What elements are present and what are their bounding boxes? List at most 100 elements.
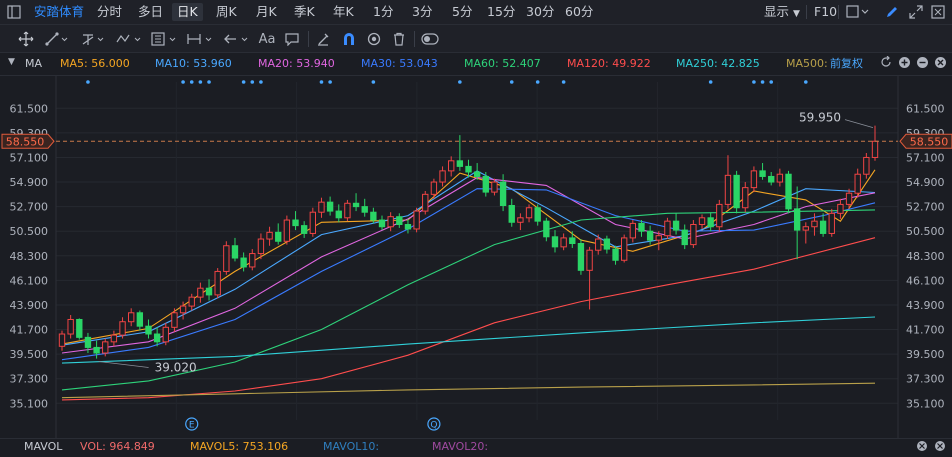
candle-body	[361, 206, 368, 213]
layout-select[interactable]	[845, 4, 871, 20]
eye-icon[interactable]	[365, 30, 383, 48]
volume-close-icon[interactable]	[934, 440, 948, 454]
collapse-icon[interactable]: ▼	[8, 57, 15, 67]
candle-body	[569, 237, 576, 245]
remove-indicator-icon[interactable]	[916, 56, 930, 72]
display-label: 显示	[764, 4, 790, 19]
channel-tool-icon[interactable]	[80, 30, 108, 48]
tab-period-0[interactable]: 分时	[97, 4, 123, 19]
candle-body	[162, 326, 169, 343]
y-tick-label-right: 48.300	[906, 250, 945, 263]
tab-period-6[interactable]: 年K	[333, 4, 354, 19]
trash-icon[interactable]	[390, 30, 408, 48]
candle-body	[119, 321, 126, 336]
f10-button[interactable]: F10	[814, 4, 838, 19]
volume-settings-icon[interactable]	[916, 440, 930, 454]
candle-body	[84, 336, 92, 348]
candle-body	[620, 237, 628, 261]
event-dot	[561, 80, 566, 84]
fullscreen-icon[interactable]	[908, 4, 924, 20]
tab-period-4[interactable]: 月K	[256, 4, 277, 19]
event-dot	[371, 80, 376, 84]
candle-body	[586, 249, 593, 271]
text-tool-icon[interactable]: Aa	[258, 31, 276, 47]
candle-body	[231, 245, 239, 259]
refresh-icon[interactable]	[880, 55, 894, 72]
candle-body	[223, 245, 230, 272]
current-price-tag-left: 58.550	[6, 135, 45, 148]
candle-body	[707, 217, 714, 228]
arrow-tool-icon[interactable]	[222, 30, 252, 48]
candle-body	[646, 230, 654, 241]
event-dot	[769, 80, 774, 84]
y-tick-label-right: 61.500	[906, 102, 945, 115]
expand-icon[interactable]	[930, 4, 946, 20]
tab-period-9[interactable]: 5分	[452, 4, 473, 19]
panel-toggle-icon[interactable]	[6, 4, 22, 20]
candle-body	[595, 238, 602, 251]
candle-body	[603, 238, 611, 250]
toggle-drawings-icon[interactable]	[420, 30, 440, 48]
tab-period-7[interactable]: 1分	[373, 4, 394, 19]
measure-tool-icon[interactable]	[186, 30, 216, 48]
candle-body	[577, 243, 585, 271]
high-annotation: 59.950	[799, 111, 841, 125]
candle-body	[802, 226, 809, 231]
line-tool-icon[interactable]	[44, 30, 72, 48]
add-indicator-icon[interactable]	[898, 56, 912, 72]
display-menu[interactable]: 显示 ▼	[762, 3, 802, 21]
candle-body	[837, 203, 844, 214]
kline-chart[interactable]: 61.50059.30057.10054.90052.70050.50048.3…	[0, 76, 952, 438]
candle-body	[491, 181, 498, 193]
candle-body	[257, 238, 265, 255]
candle-body	[629, 222, 637, 239]
tab-period-12[interactable]: 60分	[565, 4, 594, 19]
event-dot	[319, 80, 324, 84]
tab-period-11[interactable]: 30分	[526, 4, 555, 19]
candle-body	[819, 220, 827, 234]
tab-period-2[interactable]: 日K	[172, 3, 203, 21]
candle-body	[638, 222, 645, 232]
event-dot	[328, 80, 332, 84]
ma60-value: MA60: 52.407	[464, 57, 541, 70]
ma500-value: MA500:	[786, 57, 828, 70]
ma-label[interactable]: MA	[25, 57, 43, 70]
eraser-icon[interactable]	[314, 30, 332, 48]
y-tick-label-left: 41.700	[10, 324, 49, 337]
draw-pen-icon[interactable]	[884, 4, 900, 20]
low-annotation: 39.020	[155, 360, 197, 374]
candle-body	[422, 193, 429, 212]
y-tick-label-left: 46.100	[10, 274, 49, 287]
candle-body	[300, 225, 308, 234]
tab-period-8[interactable]: 3分	[412, 4, 433, 19]
wave-tool-icon[interactable]	[115, 30, 145, 48]
candle-body	[153, 333, 161, 343]
crosshair-cursor-icon[interactable]	[16, 30, 36, 48]
fibonacci-tool-icon[interactable]	[150, 30, 180, 48]
ma5-value: MA5: 56.000	[60, 57, 130, 70]
candle-body	[188, 296, 195, 307]
candle-body	[404, 224, 412, 230]
tab-period-3[interactable]: 周K	[216, 4, 237, 19]
mavol-label[interactable]: MAVOL	[24, 440, 63, 453]
comment-tool-icon[interactable]	[283, 30, 301, 48]
tab-period-10[interactable]: 15分	[487, 4, 516, 19]
y-tick-label-left: 43.900	[10, 299, 49, 312]
tab-period-1[interactable]: 多日	[138, 4, 164, 19]
candle-body	[179, 305, 187, 314]
y-tick-label-right: 37.300	[906, 373, 945, 386]
candle-body	[785, 173, 792, 210]
chevron-down-icon: ▼	[793, 9, 800, 19]
candle-body	[517, 217, 524, 223]
magnet-icon[interactable]	[340, 30, 358, 48]
close-indicator-icon[interactable]	[934, 56, 948, 72]
candle-body	[612, 248, 619, 261]
tab-period-5[interactable]: 季K	[294, 4, 315, 19]
candle-body	[854, 173, 861, 194]
y-tick-label-right: 46.100	[906, 274, 945, 287]
y-tick-label-left: 39.500	[10, 348, 49, 361]
adjust-mode-button[interactable]: 前复权	[830, 57, 863, 70]
event-dot	[86, 80, 90, 84]
stock-name[interactable]: 安踏体育	[34, 4, 85, 19]
ma120-line	[61, 237, 876, 401]
